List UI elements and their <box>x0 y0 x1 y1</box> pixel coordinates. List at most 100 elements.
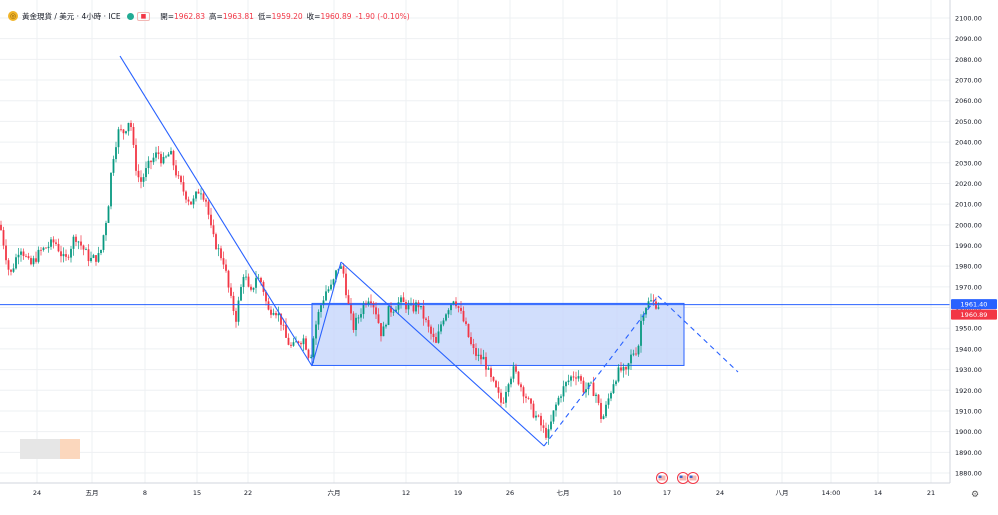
symbol-title[interactable]: 黃金現貨 / 美元 · 4小時 · ICE <box>22 11 121 21</box>
candle-body <box>425 318 427 321</box>
candle-body <box>30 258 32 265</box>
alert-badge[interactable]: ■ <box>136 11 151 21</box>
candle-body <box>530 398 532 404</box>
candle-body <box>347 295 350 304</box>
candle-body <box>187 199 190 202</box>
candle-body <box>470 337 472 345</box>
candle-body <box>360 314 362 318</box>
candle-body <box>160 154 162 164</box>
trend-line <box>657 295 739 373</box>
trend-line <box>119 55 313 367</box>
candle-body <box>137 170 140 178</box>
x-tick-label: 14:00 <box>822 489 841 497</box>
candle-body <box>520 384 522 388</box>
candle-body <box>557 397 560 405</box>
us-flag-icon-field <box>679 475 687 481</box>
candle-body <box>452 301 455 305</box>
candle-body <box>477 354 480 356</box>
candle-body <box>585 389 587 393</box>
candle-body <box>540 415 542 426</box>
candle-body <box>205 199 207 202</box>
candle-body <box>200 193 202 195</box>
candle-body <box>65 254 67 257</box>
candle-body <box>367 301 370 305</box>
candle-body <box>345 273 347 296</box>
candle-body <box>457 306 460 308</box>
candle-body <box>167 154 170 157</box>
candle-body <box>97 253 100 262</box>
candle-body <box>7 260 10 270</box>
candle-body <box>277 313 280 316</box>
candle-body <box>50 239 52 247</box>
candle-body <box>297 341 300 344</box>
y-tick-label: 2040.00 <box>955 139 982 147</box>
candle-body <box>352 313 355 330</box>
candle-body <box>322 300 325 306</box>
candle-body <box>375 307 377 315</box>
candle-body <box>0 224 2 231</box>
candle-body <box>2 230 5 246</box>
x-tick-label: 22 <box>244 489 252 497</box>
candle-body <box>157 152 160 155</box>
candle-body <box>312 338 315 358</box>
candle-body <box>517 371 520 385</box>
candle-body <box>202 193 205 200</box>
y-tick-label: 1900.00 <box>955 428 982 436</box>
candle-body <box>27 256 30 259</box>
candle-body <box>117 129 120 148</box>
candle-body <box>115 147 117 160</box>
trend-line <box>340 261 545 447</box>
candle-body <box>342 266 345 274</box>
candle-body <box>255 278 257 288</box>
trend-line <box>543 295 659 447</box>
close-label: 收= <box>306 11 321 21</box>
candle-body <box>177 175 180 177</box>
candle-body <box>595 394 597 396</box>
last-price-tag-text: 1960.89 <box>961 311 988 319</box>
settings-gear-icon[interactable]: ⚙ <box>971 490 979 500</box>
us-flag-icon-field <box>689 475 697 481</box>
y-tick-label: 2020.00 <box>955 180 982 188</box>
candle-body <box>170 151 172 155</box>
candle-body <box>372 303 375 308</box>
x-tick-label: 19 <box>454 489 462 497</box>
range-box <box>311 302 685 366</box>
candle-body <box>482 356 485 360</box>
candle-body <box>610 393 612 399</box>
candle-body <box>147 160 150 169</box>
candle-body <box>620 367 622 371</box>
us-flag-icon-canton <box>689 475 693 478</box>
candle-body <box>42 247 45 250</box>
trend-line <box>311 261 342 367</box>
candle-body <box>567 380 570 383</box>
y-tick-label: 2070.00 <box>955 77 982 85</box>
candle-body <box>502 402 505 404</box>
candle-body <box>250 286 252 290</box>
x-tick-label: 24 <box>716 489 724 497</box>
candle-body <box>22 251 25 256</box>
candle-body <box>292 342 295 346</box>
candle-body <box>232 295 235 311</box>
candle-body <box>5 245 7 261</box>
candle-body <box>467 323 470 338</box>
y-tick-label: 2010.00 <box>955 201 982 209</box>
candle-body <box>370 301 372 304</box>
candle-body <box>72 236 75 249</box>
line-price-tag-text: 1961.40 <box>961 301 988 309</box>
watermark-logo-left <box>20 439 60 459</box>
candle-body <box>240 287 242 301</box>
candle-body <box>340 266 342 269</box>
candle-body <box>617 367 620 382</box>
candle-body <box>252 287 255 290</box>
candle-body <box>492 376 495 381</box>
candle-body <box>390 306 392 313</box>
candle-body <box>315 324 317 339</box>
y-tick-label: 1930.00 <box>955 366 982 374</box>
candle-body <box>510 378 512 385</box>
candle-body <box>605 404 607 417</box>
open-value: 1962.83 <box>174 11 206 21</box>
candle-body <box>580 376 582 381</box>
candle-body <box>500 392 502 403</box>
